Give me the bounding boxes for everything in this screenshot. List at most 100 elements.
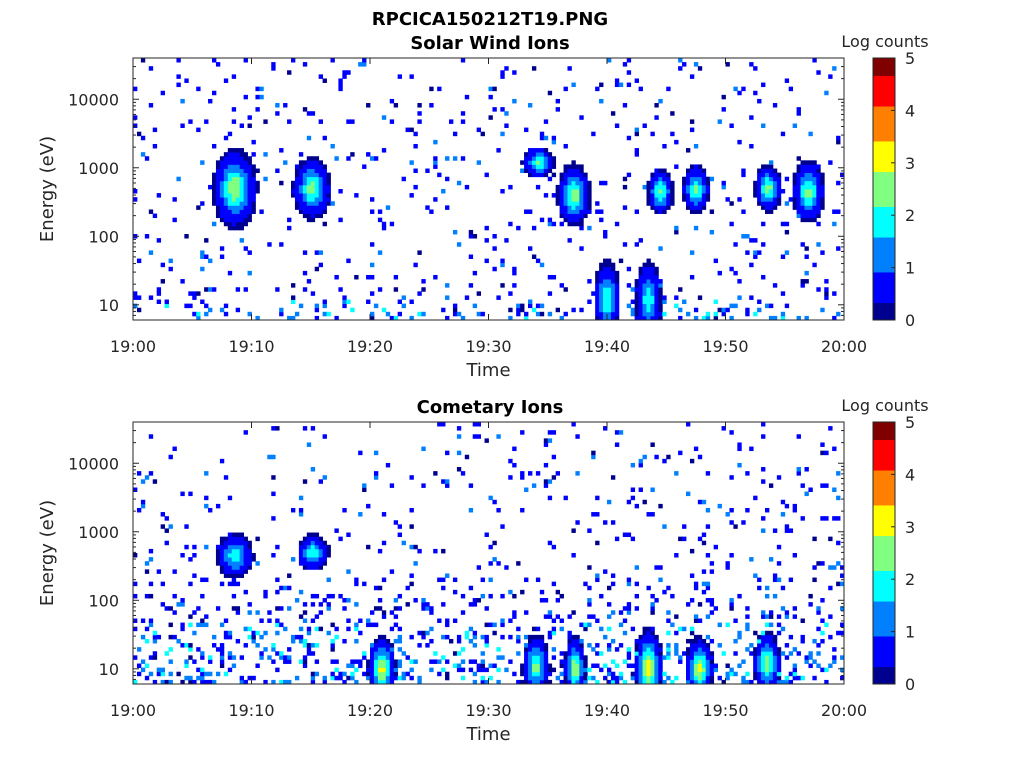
heatmap-cell-solar-wind bbox=[701, 201, 707, 206]
heatmap-cell-solar-wind bbox=[753, 189, 758, 194]
heatmap-cell-cometary bbox=[650, 638, 655, 644]
heatmap-cell-cometary bbox=[215, 557, 221, 562]
heatmap-cell-solar-wind bbox=[563, 168, 568, 174]
heatmap-cell-solar-wind bbox=[804, 168, 809, 174]
heatmap-cell-cometary bbox=[389, 610, 395, 615]
heatmap-cell-cometary bbox=[456, 634, 462, 640]
heatmap-cell-cometary bbox=[219, 540, 225, 546]
heatmap-cell-solar-wind bbox=[227, 148, 233, 153]
heatmap-cell-cometary bbox=[393, 663, 399, 669]
heatmap-cell-cometary bbox=[630, 671, 636, 677]
heatmap-cell-solar-wind bbox=[705, 197, 711, 202]
heatmap-cell-solar-wind bbox=[693, 209, 699, 214]
heatmap-cell-solar-wind bbox=[729, 315, 734, 321]
heatmap-cell-solar-wind bbox=[654, 283, 659, 288]
heatmap-cell-solar-wind bbox=[133, 291, 138, 296]
heatmap-cell-solar-wind bbox=[429, 86, 434, 92]
heatmap-cell-cometary bbox=[204, 544, 209, 550]
heatmap-cell-cometary bbox=[239, 544, 244, 550]
heatmap-cell-solar-wind bbox=[239, 213, 244, 219]
heatmap-cell-cometary bbox=[302, 536, 308, 542]
heatmap-cell-solar-wind bbox=[638, 238, 643, 243]
heatmap-cell-cometary bbox=[788, 671, 794, 677]
heatmap-cell-cometary bbox=[366, 667, 371, 673]
heatmap-cell-solar-wind bbox=[642, 295, 647, 300]
heatmap-cell-solar-wind bbox=[283, 160, 288, 165]
heatmap-cell-cometary bbox=[243, 565, 248, 570]
heatmap-cell-cometary bbox=[705, 507, 711, 513]
heatmap-cell-solar-wind bbox=[291, 315, 296, 321]
heatmap-cell-solar-wind bbox=[670, 189, 675, 194]
heatmap-cell-cometary bbox=[812, 536, 817, 542]
heatmap-cell-solar-wind bbox=[318, 205, 323, 210]
heatmap-cell-solar-wind bbox=[223, 176, 229, 182]
heatmap-cell-solar-wind bbox=[524, 311, 529, 317]
heatmap-cell-cometary bbox=[445, 622, 450, 628]
heatmap-cell-solar-wind bbox=[650, 307, 655, 313]
heatmap-cell-solar-wind bbox=[528, 246, 533, 251]
colorbar-segment bbox=[873, 276, 895, 282]
heatmap-cell-solar-wind bbox=[812, 176, 817, 182]
heatmap-cell-solar-wind bbox=[251, 201, 256, 206]
heatmap-cell-cometary bbox=[421, 634, 426, 640]
heatmap-cell-cometary bbox=[571, 651, 576, 656]
heatmap-cell-cometary bbox=[697, 655, 703, 660]
heatmap-cell-solar-wind bbox=[144, 234, 150, 239]
heatmap-cell-solar-wind bbox=[180, 98, 185, 104]
heatmap-cell-solar-wind bbox=[247, 217, 252, 223]
heatmap-cell-solar-wind bbox=[761, 168, 766, 174]
heatmap-cell-solar-wind bbox=[231, 193, 237, 198]
heatmap-cell-cometary bbox=[524, 577, 529, 583]
heatmap-cell-solar-wind bbox=[204, 119, 209, 124]
heatmap-cell-solar-wind bbox=[243, 193, 248, 198]
heatmap-cell-cometary bbox=[646, 671, 651, 677]
heatmap-cell-cometary bbox=[476, 434, 481, 439]
heatmap-cell-solar-wind bbox=[235, 217, 241, 223]
heatmap-cell-cometary bbox=[314, 544, 320, 550]
heatmap-cell-cometary bbox=[832, 565, 837, 570]
heatmap-cell-solar-wind bbox=[326, 172, 331, 178]
heatmap-cell-solar-wind bbox=[492, 86, 497, 92]
heatmap-cell-cometary bbox=[808, 602, 813, 607]
heatmap-cell-cometary bbox=[314, 659, 320, 664]
colorbar-segment bbox=[873, 158, 895, 164]
heatmap-cell-solar-wind bbox=[531, 156, 537, 161]
heatmap-cell-cometary bbox=[524, 675, 529, 681]
heatmap-cell-cometary bbox=[318, 610, 323, 615]
heatmap-cell-solar-wind bbox=[666, 180, 671, 186]
heatmap-cell-cometary bbox=[642, 667, 647, 673]
colorbar-segment bbox=[873, 110, 895, 116]
heatmap-cell-cometary bbox=[306, 565, 312, 570]
heatmap-cell-cometary bbox=[306, 536, 312, 542]
heatmap-cell-solar-wind bbox=[231, 74, 237, 79]
heatmap-cell-cometary bbox=[243, 561, 248, 566]
heatmap-cell-solar-wind bbox=[243, 172, 248, 178]
heatmap-cell-solar-wind bbox=[650, 201, 655, 206]
heatmap-cell-cometary bbox=[607, 679, 612, 685]
heatmap-cell-solar-wind bbox=[634, 127, 639, 133]
heatmap-cell-cometary bbox=[678, 659, 683, 664]
heatmap-cell-solar-wind bbox=[812, 189, 817, 194]
heatmap-cell-cometary bbox=[184, 663, 189, 669]
heatmap-cell-cometary bbox=[405, 655, 410, 660]
heatmap-cell-solar-wind bbox=[749, 295, 754, 300]
heatmap-cell-cometary bbox=[468, 667, 474, 673]
heatmap-cell-cometary bbox=[761, 667, 766, 673]
heatmap-cell-cometary bbox=[543, 667, 549, 673]
heatmap-cell-solar-wind bbox=[563, 209, 568, 214]
heatmap-cell-solar-wind bbox=[492, 266, 497, 272]
heatmap-cell-cometary bbox=[634, 663, 639, 669]
heatmap-cell-solar-wind bbox=[287, 70, 292, 75]
heatmap-cell-cometary bbox=[275, 577, 280, 583]
heatmap-cell-cometary bbox=[212, 679, 217, 685]
heatmap-cell-cometary bbox=[753, 630, 758, 636]
x-tick-label: 19:10 bbox=[228, 337, 274, 356]
heatmap-cell-cometary bbox=[535, 577, 541, 583]
heatmap-cell-solar-wind bbox=[164, 303, 169, 309]
heatmap-cell-solar-wind bbox=[223, 152, 229, 157]
heatmap-cell-solar-wind bbox=[816, 201, 821, 206]
heatmap-cell-solar-wind bbox=[528, 164, 533, 169]
colorbar-segment bbox=[873, 184, 895, 190]
heatmap-cell-solar-wind bbox=[733, 86, 738, 92]
heatmap-cell-solar-wind bbox=[528, 209, 533, 214]
